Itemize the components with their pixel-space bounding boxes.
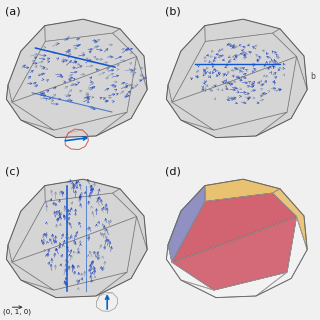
Polygon shape <box>172 193 297 262</box>
Polygon shape <box>6 85 54 130</box>
Polygon shape <box>181 272 287 298</box>
Polygon shape <box>205 19 280 41</box>
Polygon shape <box>168 186 205 262</box>
Polygon shape <box>8 26 45 102</box>
Polygon shape <box>166 85 214 130</box>
Text: (c): (c) <box>5 166 20 176</box>
Polygon shape <box>181 112 287 138</box>
Polygon shape <box>273 189 307 250</box>
Polygon shape <box>168 26 205 102</box>
Polygon shape <box>172 57 297 130</box>
Polygon shape <box>256 57 307 136</box>
Polygon shape <box>172 217 297 290</box>
Polygon shape <box>12 217 137 290</box>
Polygon shape <box>113 29 147 90</box>
Polygon shape <box>21 112 127 138</box>
Polygon shape <box>273 189 307 250</box>
Polygon shape <box>172 193 297 262</box>
Polygon shape <box>205 179 280 202</box>
Polygon shape <box>6 245 54 290</box>
Text: (0, 1, 0): (0, 1, 0) <box>3 309 31 315</box>
Polygon shape <box>172 217 297 290</box>
Polygon shape <box>168 186 205 262</box>
Polygon shape <box>256 217 307 296</box>
Polygon shape <box>12 33 137 102</box>
Text: b: b <box>310 72 315 81</box>
Polygon shape <box>21 272 127 298</box>
Polygon shape <box>113 189 147 250</box>
Text: (a): (a) <box>5 6 20 16</box>
Polygon shape <box>12 57 137 130</box>
Polygon shape <box>45 179 120 202</box>
Polygon shape <box>205 179 280 202</box>
Polygon shape <box>273 29 307 90</box>
Polygon shape <box>96 217 147 296</box>
Text: (d): (d) <box>165 166 181 176</box>
Polygon shape <box>96 57 147 136</box>
Polygon shape <box>172 33 297 102</box>
Text: (b): (b) <box>165 6 180 16</box>
Polygon shape <box>12 193 137 262</box>
Polygon shape <box>8 186 45 262</box>
Polygon shape <box>45 19 120 41</box>
Polygon shape <box>166 245 214 290</box>
